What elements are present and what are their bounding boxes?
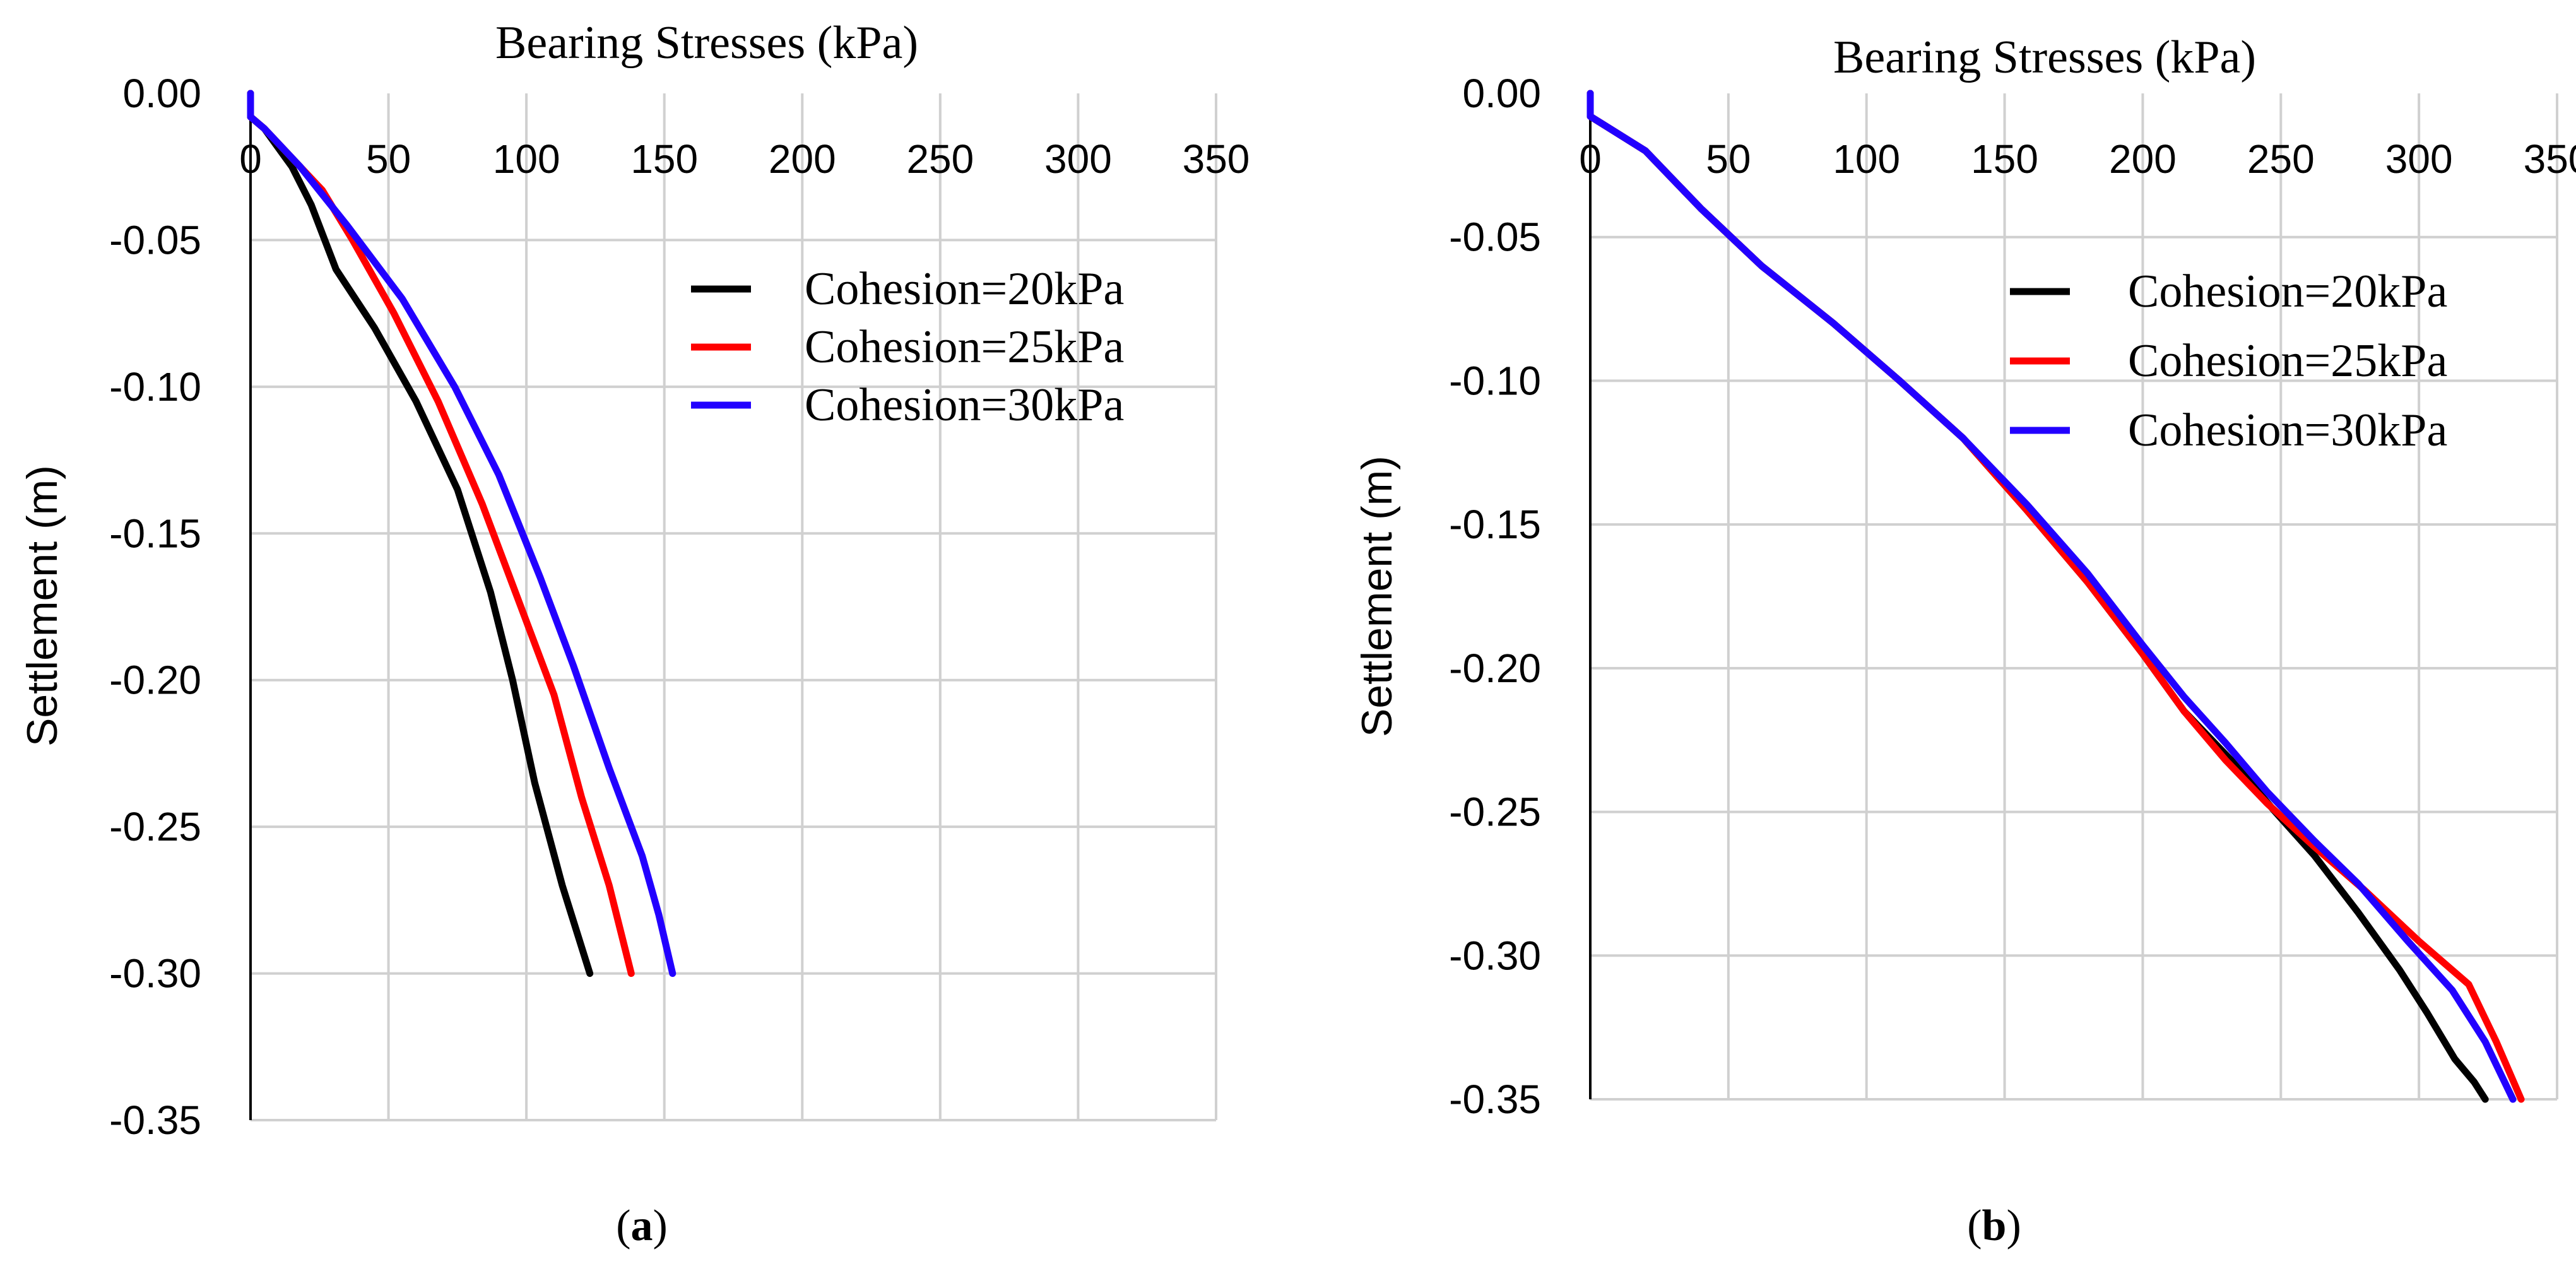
gridlines bbox=[1590, 93, 2558, 1101]
x-tick-label: 50 bbox=[1706, 136, 1751, 182]
x-tick-label: 100 bbox=[493, 136, 560, 182]
x-tick-label: 200 bbox=[2109, 136, 2177, 182]
y-tick-label: -0.05 bbox=[109, 217, 201, 263]
x-tick-label: 100 bbox=[1833, 136, 1900, 182]
y-tick-label: -0.30 bbox=[109, 951, 201, 996]
y-axis-label: Settlement (m) bbox=[1353, 456, 1401, 737]
panel-label: (b) bbox=[1967, 1202, 2021, 1250]
x-tick-label: 250 bbox=[906, 136, 974, 182]
y-tick-label: -0.30 bbox=[1449, 933, 1541, 978]
legend-label: Cohesion=20kPa bbox=[2128, 266, 2447, 317]
chart-title: Bearing Stresses (kPa) bbox=[495, 17, 918, 69]
x-tick-label: 250 bbox=[2247, 136, 2315, 182]
y-tick-label: 0.00 bbox=[1462, 71, 1541, 116]
x-tick-label: 150 bbox=[630, 136, 698, 182]
y-tick-label: -0.20 bbox=[109, 658, 201, 703]
legend-label: Cohesion=25kPa bbox=[2128, 335, 2447, 387]
y-tick-label: -0.10 bbox=[1449, 358, 1541, 403]
chart-panel-b: 0 50 100 150 200 250 300 350 0.00 -0.05 -0.10 -0.15… bbox=[1353, 32, 2576, 1250]
x-tick-label: 300 bbox=[1044, 136, 1112, 182]
panel-label: (a) bbox=[616, 1202, 668, 1250]
series-line-cohesion-20kpa bbox=[1586, 90, 2489, 1103]
y-tick-label: -0.05 bbox=[1449, 215, 1541, 260]
x-tick-label: 50 bbox=[366, 136, 411, 182]
x-tick-label: 150 bbox=[1971, 136, 2038, 182]
gridlines bbox=[251, 93, 1217, 1121]
y-axis-label: Settlement (m) bbox=[18, 465, 66, 747]
y-tick-label: 0.00 bbox=[122, 71, 201, 116]
x-tick-label: 300 bbox=[2385, 136, 2453, 182]
y-tick-label: -0.35 bbox=[1449, 1077, 1541, 1122]
legend-label: Cohesion=25kPa bbox=[805, 321, 1124, 373]
x-tick-label: 0 bbox=[239, 136, 262, 182]
y-tick-label: -0.15 bbox=[109, 511, 201, 556]
chart-panel-a: 0 50 100 150 200 250 300 350 0.00 -0.05 -0.10 -0.15… bbox=[18, 17, 1250, 1250]
x-tick-label: 350 bbox=[2524, 136, 2576, 182]
x-tick-label: 200 bbox=[769, 136, 836, 182]
x-tick-label: 0 bbox=[1579, 136, 1602, 182]
legend: Cohesion=20kPa Cohesion=25kPa Cohesion=30k… bbox=[2010, 266, 2447, 456]
series-line-cohesion-30kpa bbox=[247, 90, 676, 978]
legend: Cohesion=20kPa Cohesion=25kPa Cohesion=30k… bbox=[691, 263, 1124, 431]
y-tick-label: -0.35 bbox=[109, 1097, 201, 1143]
y-tick-label: -0.25 bbox=[109, 804, 201, 849]
chart-title: Bearing Stresses (kPa) bbox=[1833, 32, 2256, 83]
y-tick-label: -0.15 bbox=[1449, 502, 1541, 547]
y-tick-label: -0.20 bbox=[1449, 646, 1541, 691]
x-tick-label: 350 bbox=[1183, 136, 1250, 182]
y-tick-label: -0.10 bbox=[109, 364, 201, 410]
legend-label: Cohesion=30kPa bbox=[2128, 405, 2447, 456]
legend-label: Cohesion=20kPa bbox=[805, 263, 1124, 315]
series-line-cohesion-30kpa bbox=[1586, 90, 2517, 1103]
legend-label: Cohesion=30kPa bbox=[805, 379, 1124, 431]
y-tick-label: -0.25 bbox=[1449, 789, 1541, 835]
